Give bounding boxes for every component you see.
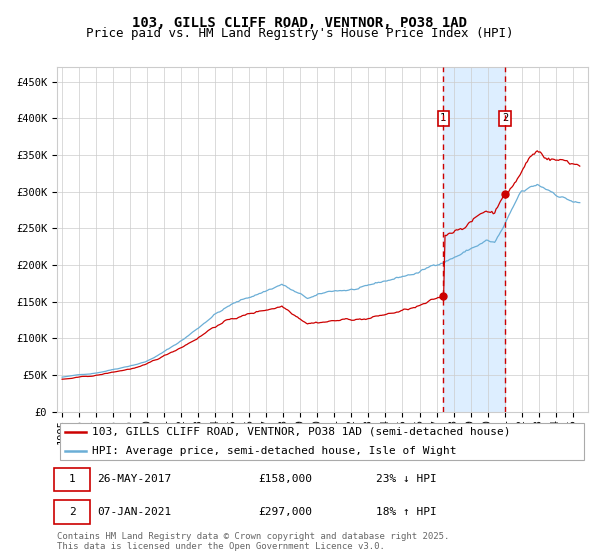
Text: Price paid vs. HM Land Registry's House Price Index (HPI): Price paid vs. HM Land Registry's House … xyxy=(86,27,514,40)
FancyBboxPatch shape xyxy=(55,501,91,524)
Text: 103, GILLS CLIFF ROAD, VENTNOR, PO38 1AD: 103, GILLS CLIFF ROAD, VENTNOR, PO38 1AD xyxy=(133,16,467,30)
Text: 23% ↓ HPI: 23% ↓ HPI xyxy=(376,474,436,484)
Text: 103, GILLS CLIFF ROAD, VENTNOR, PO38 1AD (semi-detached house): 103, GILLS CLIFF ROAD, VENTNOR, PO38 1AD… xyxy=(92,427,510,437)
FancyBboxPatch shape xyxy=(55,468,91,491)
Text: HPI: Average price, semi-detached house, Isle of Wight: HPI: Average price, semi-detached house,… xyxy=(92,446,456,456)
Text: £297,000: £297,000 xyxy=(259,507,313,517)
Text: 07-JAN-2021: 07-JAN-2021 xyxy=(97,507,171,517)
FancyBboxPatch shape xyxy=(59,423,584,460)
Text: 2: 2 xyxy=(69,507,76,517)
Text: 1: 1 xyxy=(69,474,76,484)
Text: £158,000: £158,000 xyxy=(259,474,313,484)
Text: 26-MAY-2017: 26-MAY-2017 xyxy=(97,474,171,484)
Bar xyxy=(443,67,505,412)
Text: 1: 1 xyxy=(440,114,446,124)
Text: 18% ↑ HPI: 18% ↑ HPI xyxy=(376,507,436,517)
Text: 2: 2 xyxy=(502,114,508,124)
Text: Contains HM Land Registry data © Crown copyright and database right 2025.
This d: Contains HM Land Registry data © Crown c… xyxy=(57,532,449,552)
